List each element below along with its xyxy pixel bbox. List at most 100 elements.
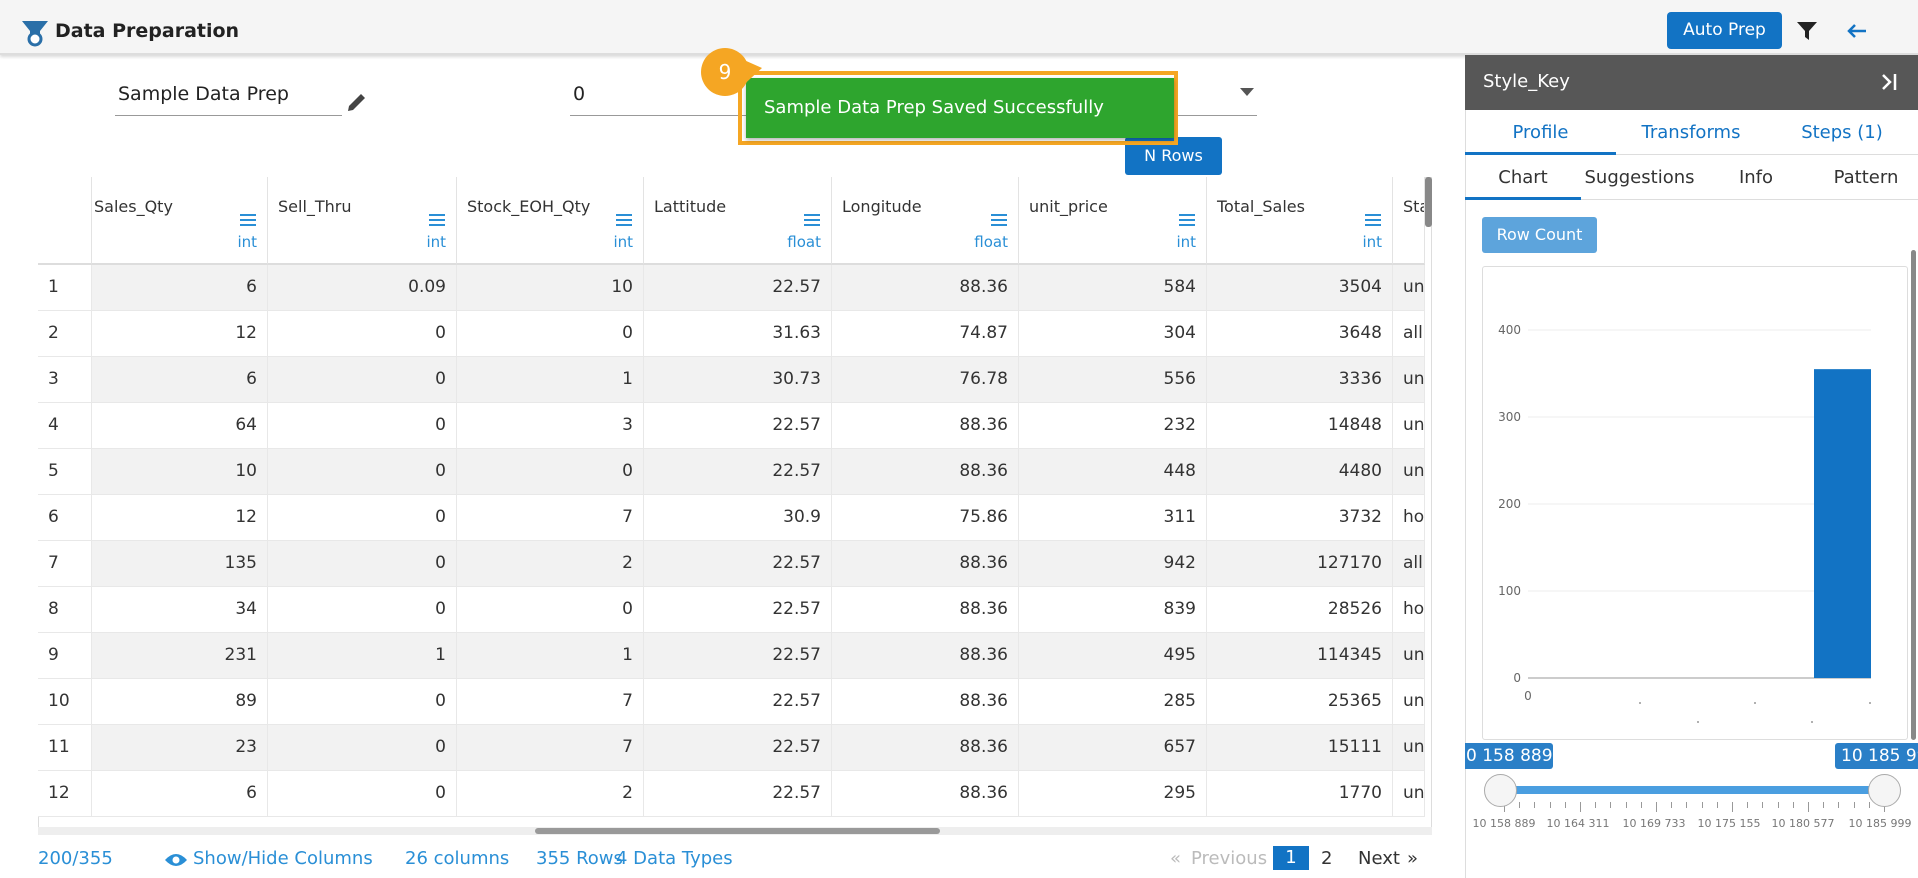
cell-value: 88.36 <box>959 277 1008 297</box>
slider-handle[interactable] <box>1868 774 1901 807</box>
cell-value: 22.57 <box>772 461 821 481</box>
auto-prep-button[interactable]: Auto Prep <box>1667 12 1782 49</box>
back-icon[interactable] <box>1846 20 1868 42</box>
slider-track <box>1500 786 1885 794</box>
table-cell: 657 <box>1019 725 1207 771</box>
edit-icon[interactable] <box>345 90 369 114</box>
table-cell: 3732 <box>1207 495 1393 541</box>
cell-value: 2 <box>622 553 633 573</box>
cell-value: 556 <box>1164 369 1196 389</box>
panel-subtab[interactable]: Pattern <box>1814 155 1918 200</box>
table-hscroll-thumb <box>535 828 940 834</box>
slider-tick <box>1808 802 1809 812</box>
pager-item[interactable]: Previous <box>1191 848 1267 869</box>
column-menu-icon[interactable] <box>1365 213 1381 227</box>
slider-tick <box>1565 802 1566 808</box>
table-cell: 295 <box>1019 771 1207 817</box>
slider-tick <box>1656 802 1657 812</box>
cell-value: 22.57 <box>772 737 821 757</box>
table-cell: 89 <box>92 679 268 725</box>
toast: Sample Data Prep Saved Successfully <box>746 78 1174 138</box>
cell-value: 0 <box>435 691 446 711</box>
column-name: unit_price <box>1029 197 1108 216</box>
slider-tick <box>1626 802 1627 808</box>
column-menu-icon[interactable] <box>804 213 820 227</box>
cell-value: 7 <box>622 507 633 527</box>
table-cell: un <box>1393 449 1425 495</box>
cell-value: 22.57 <box>772 783 821 803</box>
panel-tab[interactable]: Transforms <box>1616 110 1766 155</box>
cell-value: 1 <box>622 369 633 389</box>
column-menu-icon[interactable] <box>991 213 1007 227</box>
y-tick-label: 400 <box>1498 323 1521 337</box>
show-hide-columns[interactable]: Show/Hide Columns <box>193 848 373 869</box>
table-cell: 74.87 <box>832 311 1019 357</box>
panel-tab[interactable]: Profile <box>1465 110 1616 155</box>
table-cell: 75.86 <box>832 495 1019 541</box>
column-menu-icon[interactable] <box>616 213 632 227</box>
table-cell: 10 <box>457 265 644 311</box>
cell-value: 22.57 <box>772 553 821 573</box>
panel-subtab[interactable]: Suggestions <box>1581 155 1698 200</box>
table-cell: 0 <box>268 679 457 725</box>
back-arrow <box>1849 25 1866 37</box>
row-count-button[interactable]: Row Count <box>1482 217 1597 253</box>
top-bar <box>0 0 1918 55</box>
step-badge: 9 <box>700 48 780 98</box>
table-cell: 0 <box>268 541 457 587</box>
slider-tick-label: 10 175 155 <box>1696 817 1762 830</box>
table-cell: un <box>1393 403 1425 449</box>
cell-value: 6 <box>246 369 257 389</box>
cell-value: 495 <box>1164 645 1196 665</box>
table-cell: 22.57 <box>644 541 832 587</box>
slider-tick <box>1519 802 1520 808</box>
cell-value: 4 <box>48 415 59 435</box>
slider-handle[interactable] <box>1484 774 1517 807</box>
row-count-chart: 01002003004000 <box>1482 266 1908 740</box>
header-cell: Lattitudefloat <box>644 177 832 265</box>
slider-max-label: 10 185 99 <box>1835 743 1918 769</box>
collapse-shape <box>1883 74 1895 90</box>
table-cell: 0 <box>268 403 457 449</box>
column-count: 26 columns <box>405 848 509 869</box>
pager-item[interactable]: » <box>1407 848 1418 869</box>
panel-subtab[interactable]: Chart <box>1465 155 1581 200</box>
table-cell: 1 <box>457 633 644 679</box>
cell-value: 22.57 <box>772 645 821 665</box>
cell-value: 0 <box>435 737 446 757</box>
filter-shape <box>1797 22 1817 40</box>
column-menu-icon[interactable] <box>1179 213 1195 227</box>
table-cell: 6 <box>92 357 268 403</box>
pager-item[interactable]: 2 <box>1321 848 1332 869</box>
table-cell: 4 <box>38 403 92 449</box>
header-cell <box>38 177 92 265</box>
cell-value: 30.73 <box>772 369 821 389</box>
pager-item[interactable]: « <box>1170 848 1181 869</box>
table-cell: 22.57 <box>644 265 832 311</box>
column-menu-icon[interactable] <box>429 213 445 227</box>
slider-tick <box>1702 802 1703 808</box>
collapse-icon[interactable] <box>1880 72 1900 92</box>
column-type: int <box>613 233 633 251</box>
name-input[interactable]: Sample Data Prep <box>115 83 342 116</box>
eye-pupil <box>173 857 180 864</box>
slider-tick <box>1610 802 1611 808</box>
table-cell: 135 <box>92 541 268 587</box>
filter-icon[interactable] <box>1796 20 1818 42</box>
cell-value: 64 <box>235 415 257 435</box>
slider-tick <box>1595 802 1596 808</box>
panel-subtab[interactable]: Info <box>1698 155 1814 200</box>
cell-value: 6 <box>48 507 59 527</box>
panel-tab[interactable]: Steps (1) <box>1766 110 1918 155</box>
cell-value: 232 <box>1164 415 1196 435</box>
eye-icon[interactable] <box>164 852 188 868</box>
table-cell: 88.36 <box>832 265 1019 311</box>
cell-value: 3 <box>622 415 633 435</box>
column-menu-icon[interactable] <box>240 213 256 227</box>
table-cell: 7 <box>457 725 644 771</box>
axis-dot <box>1639 702 1641 704</box>
table-cell: 14848 <box>1207 403 1393 449</box>
pager-item[interactable]: 1 <box>1273 846 1309 870</box>
table-cell: 584 <box>1019 265 1207 311</box>
pager-item[interactable]: Next <box>1358 848 1400 869</box>
